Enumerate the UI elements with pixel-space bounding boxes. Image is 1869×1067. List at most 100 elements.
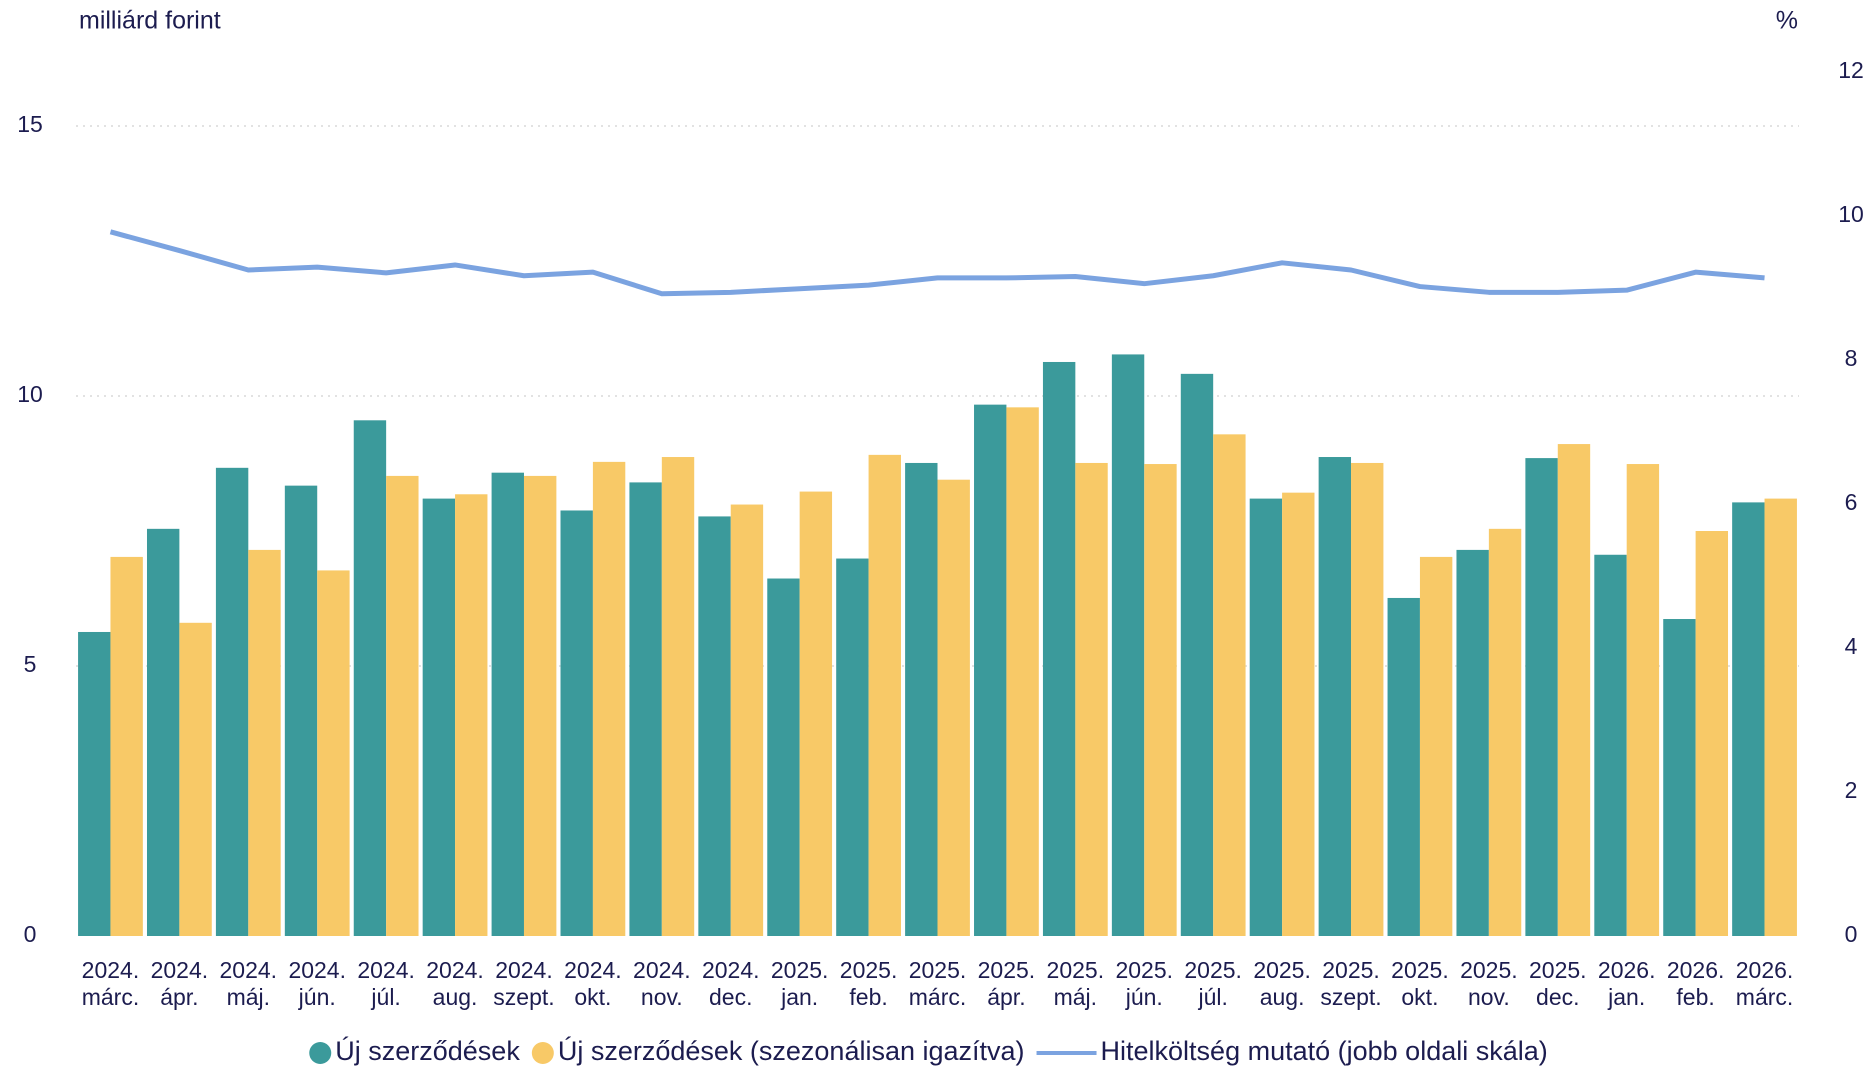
x-tick-label: júl. [370, 984, 400, 1010]
x-tick-label: 2024. [426, 957, 484, 983]
bar [1318, 457, 1352, 936]
bar [523, 475, 557, 936]
bar [1557, 444, 1591, 936]
bar [905, 462, 938, 936]
x-tick-label: dec. [709, 984, 752, 1010]
x-tick-label: aug. [433, 984, 478, 1010]
x-tick-label: 2024. [702, 957, 760, 983]
x-tick-label: szept. [493, 984, 554, 1010]
x-tick-label: 2025. [840, 957, 898, 983]
x-tick-label: márc. [909, 984, 967, 1010]
x-tick-label: 2024. [82, 957, 140, 983]
x-tick-label: nov. [1468, 984, 1510, 1010]
bar [661, 457, 695, 936]
y2-tick-label: 0 [1845, 921, 1858, 947]
x-tick-label: 2025. [1115, 957, 1173, 983]
x-tick-label: 2024. [633, 957, 691, 983]
x-tick-label: feb. [849, 984, 887, 1010]
x-tick-label: 2026. [1598, 957, 1656, 983]
bar [799, 491, 833, 936]
x-tick-label: dec. [1536, 984, 1579, 1010]
bar [560, 510, 593, 936]
x-tick-label: 2024. [495, 957, 553, 983]
bar [1764, 498, 1797, 936]
bar [1695, 531, 1729, 936]
x-tick-label: 2025. [1253, 957, 1311, 983]
bar [629, 482, 662, 936]
x-tick-label: jún. [1125, 984, 1163, 1010]
x-tick-label: 2025. [1322, 957, 1380, 983]
y-tick-label: 15 [17, 111, 43, 137]
bar [1594, 554, 1627, 936]
bar [1387, 597, 1420, 936]
bar [1419, 556, 1453, 936]
legend-label: Új szerződések (szezonálisan igazítva) [558, 1035, 1025, 1066]
bar [1111, 354, 1145, 936]
x-tick-label: jan. [1607, 984, 1645, 1010]
x-tick-label: okt. [574, 984, 611, 1010]
bar [1213, 434, 1246, 936]
x-tick-label: aug. [1260, 984, 1305, 1010]
y2-tick-label: 2 [1845, 777, 1858, 803]
bar [284, 485, 318, 936]
x-tick-label: jún. [298, 984, 336, 1010]
x-tick-label: okt. [1401, 984, 1438, 1010]
bar [1180, 373, 1214, 936]
x-tick-label: ápr. [987, 984, 1025, 1010]
bar [215, 467, 249, 936]
x-tick-label: 2024. [564, 957, 622, 983]
bar [836, 558, 869, 936]
bar [422, 498, 456, 936]
bar [146, 528, 180, 936]
bar [1663, 619, 1696, 936]
line-series [109, 229, 1765, 297]
bar [1456, 549, 1489, 936]
bar [1006, 407, 1039, 937]
x-tick-label: 2025. [771, 957, 829, 983]
x-tick-label: 2026. [1667, 957, 1725, 983]
bar [78, 631, 111, 936]
bar [1075, 462, 1108, 936]
x-tick-label: 2025. [1391, 957, 1449, 983]
y2-tick-label: 12 [1838, 57, 1864, 83]
bar [491, 472, 524, 936]
bar [1042, 361, 1076, 937]
y2-tick-label: 6 [1845, 489, 1858, 515]
bar [1144, 464, 1177, 936]
bar [179, 622, 212, 936]
y2-tick-label: 10 [1838, 201, 1864, 227]
x-tick-label: feb. [1676, 984, 1714, 1010]
bar [974, 404, 1007, 936]
x-tick-label: 2026. [1736, 957, 1794, 983]
x-tick-label: máj. [227, 984, 270, 1010]
x-tick-label: 2024. [220, 957, 278, 983]
legend-swatch [531, 1042, 554, 1064]
x-tick-label: júl. [1197, 984, 1227, 1010]
bar [455, 494, 488, 936]
x-tick-label: 2025. [909, 957, 967, 983]
bar [868, 454, 901, 936]
x-tick-label: márc. [82, 984, 140, 1010]
y2-tick-label: 8 [1845, 345, 1858, 371]
y-tick-label: 5 [24, 651, 37, 677]
x-tick-label: 2025. [1460, 957, 1518, 983]
bar [248, 549, 281, 936]
bar [592, 461, 626, 936]
y2-tick-label: 4 [1845, 633, 1858, 659]
x-tick-label: márc. [1736, 984, 1794, 1010]
y-tick-label: 0 [24, 921, 37, 947]
x-tick-label: 2025. [1047, 957, 1105, 983]
bar [937, 479, 970, 936]
legend-label: Új szerződések [335, 1035, 520, 1066]
bar [353, 420, 387, 936]
y-tick-label: 10 [17, 381, 43, 407]
bar [730, 504, 764, 936]
bar [1282, 492, 1315, 936]
legend-label: Hitelköltség mutató (jobb oldali skála) [1101, 1036, 1548, 1066]
bar [698, 516, 731, 936]
bar [1351, 462, 1384, 936]
x-tick-label: szept. [1320, 984, 1381, 1010]
bar [1732, 502, 1765, 936]
x-tick-label: 2024. [357, 957, 415, 983]
